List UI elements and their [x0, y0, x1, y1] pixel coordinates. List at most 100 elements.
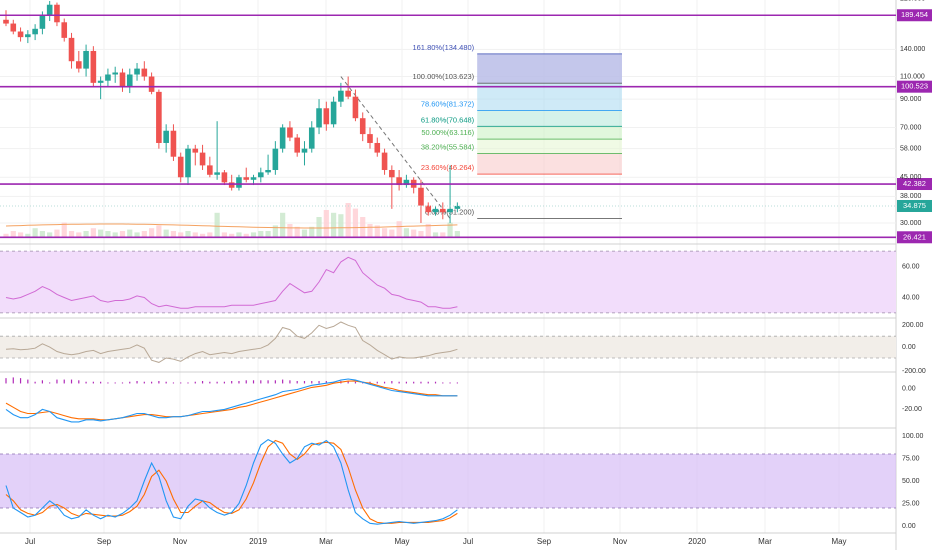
candle-body[interactable] — [163, 130, 169, 143]
candle-body[interactable] — [308, 127, 315, 149]
volume-bar — [98, 229, 104, 238]
macd-line[interactable] — [5, 378, 458, 423]
candle-body[interactable] — [287, 127, 293, 138]
candle-body[interactable] — [425, 205, 432, 213]
candle-body[interactable] — [447, 208, 453, 213]
candle-body[interactable] — [119, 72, 126, 88]
rsi-axis-tick: 60.00 — [902, 263, 920, 270]
candle-body[interactable] — [294, 137, 300, 153]
volume-bar — [134, 232, 140, 238]
candle-body[interactable] — [316, 108, 322, 128]
candle-body[interactable] — [301, 148, 308, 153]
horizontal-levels[interactable]: 189.454 100.523 42.382 26.421 34.875 — [0, 9, 932, 244]
candle-body[interactable] — [389, 169, 395, 178]
candle-body[interactable] — [25, 34, 31, 38]
level-price-tag[interactable] — [897, 178, 932, 191]
candle-body[interactable] — [228, 182, 235, 188]
price-axis-tick: 110.000 — [900, 73, 925, 80]
level-price-label: 100.523 — [901, 82, 928, 91]
candle-body[interactable] — [207, 165, 213, 175]
candle-body[interactable] — [112, 72, 118, 75]
candle-body[interactable] — [330, 101, 337, 125]
candle-body[interactable] — [338, 90, 344, 102]
candle-body[interactable] — [367, 134, 373, 143]
last-price-tag[interactable] — [897, 199, 932, 212]
candle-body[interactable] — [54, 4, 60, 23]
candlestick-series[interactable] — [3, 0, 461, 223]
price-axis-tick: 140.000 — [900, 46, 925, 53]
candle-body[interactable] — [396, 177, 402, 186]
level-price-tag[interactable] — [897, 80, 932, 93]
candle-body[interactable] — [214, 172, 220, 175]
candle-body[interactable] — [97, 80, 104, 83]
candle-body[interactable] — [83, 50, 89, 69]
fib-trend-line[interactable] — [340, 76, 451, 219]
volume-bar — [141, 231, 147, 238]
candle-body[interactable] — [170, 130, 177, 157]
candle-body[interactable] — [418, 187, 424, 206]
candle-body[interactable] — [272, 148, 279, 170]
volume-bar — [236, 232, 242, 238]
candle-body[interactable] — [236, 177, 242, 188]
candle-body[interactable] — [46, 4, 53, 15]
candle-body[interactable] — [250, 177, 257, 180]
rsi-line[interactable] — [5, 256, 458, 309]
volume-bar — [68, 231, 75, 238]
level-price-tag[interactable] — [897, 231, 932, 244]
candle-body[interactable] — [17, 31, 24, 38]
candle-body[interactable] — [32, 28, 38, 35]
fib-zone — [477, 83, 622, 111]
volume-bar — [214, 212, 220, 238]
candle-body[interactable] — [345, 90, 351, 97]
level-price-label: 42.382 — [903, 179, 926, 188]
candle-body[interactable] — [403, 179, 410, 186]
candle-body[interactable] — [185, 148, 191, 178]
volume-bar — [331, 212, 337, 238]
price-axis-tick: 220.000 — [900, 0, 925, 2]
cci-line[interactable] — [5, 321, 458, 363]
macd-signal-line[interactable] — [5, 380, 458, 421]
candle-body[interactable] — [199, 152, 206, 166]
stoch-k-line[interactable] — [5, 438, 458, 525]
candle-body[interactable] — [10, 23, 17, 32]
candle-body[interactable] — [440, 208, 446, 213]
volume-bar — [265, 231, 271, 238]
candle-body[interactable] — [352, 96, 359, 119]
fibonacci-retracement[interactable]: 161.80%(134.480) 100.00%(103.623) 78.60%(8… — [340, 43, 622, 220]
candle-body[interactable] — [374, 142, 381, 153]
candle-body[interactable] — [134, 68, 140, 75]
candle-body[interactable] — [156, 91, 162, 143]
candle-body[interactable] — [90, 50, 97, 83]
candle-body[interactable] — [221, 172, 228, 183]
candle-body[interactable] — [141, 68, 148, 77]
candle-body[interactable] — [432, 208, 439, 213]
candle-body[interactable] — [243, 177, 250, 180]
candle-body[interactable] — [39, 14, 46, 29]
volume-bar — [178, 232, 184, 238]
fib-level-label: 100.00%(103.623) — [412, 72, 474, 81]
candle-body[interactable] — [3, 19, 9, 24]
x-axis-label: May — [831, 537, 846, 546]
candle-body[interactable] — [105, 74, 111, 81]
candle-body[interactable] — [359, 118, 366, 135]
candle-body[interactable] — [68, 37, 75, 62]
candle-body[interactable] — [126, 74, 133, 88]
x-axis-label: Mar — [319, 537, 333, 546]
level-price-tag[interactable] — [897, 9, 932, 22]
candle-body[interactable] — [148, 76, 155, 92]
candle-body[interactable] — [192, 148, 199, 153]
candle-body[interactable] — [279, 127, 286, 149]
candle-body[interactable] — [177, 156, 184, 178]
candle-body[interactable] — [61, 22, 68, 38]
candle-body[interactable] — [265, 169, 271, 173]
candle-body[interactable] — [76, 61, 82, 69]
candle-body[interactable] — [381, 152, 388, 170]
candle-body[interactable] — [454, 205, 461, 209]
candle-body[interactable] — [323, 108, 330, 125]
indicator-panes[interactable] — [0, 250, 896, 525]
x-axis-label: Jul — [463, 537, 473, 546]
stoch-axis-tick: 75.00 — [902, 455, 920, 462]
candle-body[interactable] — [258, 172, 264, 178]
